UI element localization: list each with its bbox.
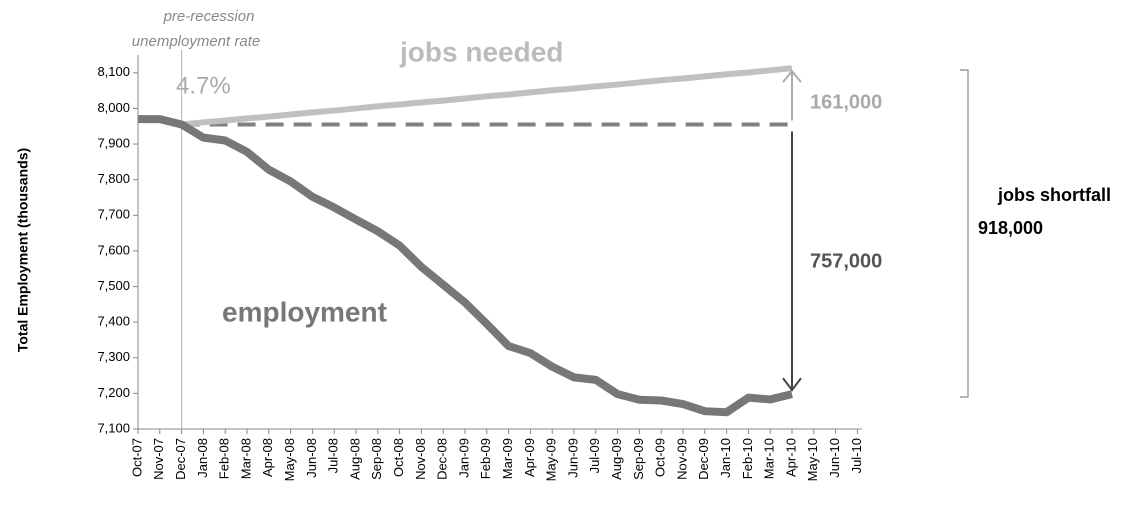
y-tick-label: 7,600 (97, 242, 130, 257)
bracket (960, 69, 969, 398)
x-tick-label: Apr-09 (522, 438, 537, 477)
x-tick-label: Sep-08 (369, 438, 384, 480)
x-tick-label: Mar-09 (500, 438, 515, 479)
x-tick-label: Jun-09 (565, 438, 580, 478)
x-tick-label: Aug-09 (609, 438, 624, 480)
y-tick-label: 7,400 (97, 314, 130, 329)
series-label: jobs needed (399, 36, 563, 67)
x-tick-label: Jul-08 (326, 438, 341, 473)
y-tick-label: 7,200 (97, 385, 130, 400)
x-tick-label: Sep-09 (631, 438, 646, 480)
series-line (181, 65, 793, 128)
arrowhead (782, 69, 802, 83)
y-tick-label: 7,500 (97, 278, 130, 293)
x-tick-label: Feb-08 (217, 438, 232, 479)
y-tick-label: 7,900 (97, 135, 130, 150)
x-tick-label: Jun-08 (304, 438, 319, 478)
annotation: jobs shortfall (997, 185, 1111, 205)
x-tick-label: Mar-10 (762, 438, 777, 479)
x-tick-label: Apr-08 (260, 438, 275, 477)
x-tick-label: Dec-07 (173, 438, 188, 480)
x-tick-label: Dec-09 (696, 438, 711, 480)
y-tick-label: 7,300 (97, 349, 130, 364)
x-tick-label: Oct-07 (129, 438, 144, 477)
x-tick-label: Feb-09 (478, 438, 493, 479)
x-tick-label: Oct-09 (653, 438, 668, 477)
x-tick-label: Dec-08 (435, 438, 450, 480)
y-tick-label: 8,000 (97, 100, 130, 115)
x-tick-label: Jan-09 (456, 438, 471, 478)
x-tick-label: Feb-10 (740, 438, 755, 479)
y-tick-label: 7,800 (97, 171, 130, 186)
y-tick-label: 8,100 (97, 64, 130, 79)
y-axis-label: Total Employment (thousands) (15, 148, 31, 352)
series-label: employment (222, 296, 387, 327)
x-tick-label: Jan-10 (718, 438, 733, 478)
x-tick-label: Jul-09 (587, 438, 602, 473)
annotation: unemployment rate (132, 33, 260, 50)
x-tick-label: May-09 (544, 438, 559, 481)
x-tick-label: May-08 (282, 438, 297, 481)
x-tick-label: Nov-07 (151, 438, 166, 480)
x-tick-label: Oct-08 (391, 438, 406, 477)
x-tick-label: Jun-10 (827, 438, 842, 478)
x-tick-label: May-10 (805, 438, 820, 481)
x-tick-label: Aug-08 (347, 438, 362, 480)
y-tick-label: 7,100 (97, 420, 130, 435)
x-tick-label: Nov-08 (413, 438, 428, 480)
y-tick-label: 7,700 (97, 207, 130, 222)
x-tick-label: Apr-10 (783, 438, 798, 477)
annotation: 757,000 (810, 250, 882, 272)
annotation: 918,000 (978, 218, 1043, 238)
x-tick-label: Jul-10 (849, 438, 864, 473)
series-line (138, 115, 793, 417)
x-tick-label: Nov-09 (674, 438, 689, 480)
arrowhead (782, 377, 802, 392)
annotation: pre-recession (163, 8, 255, 25)
annotation: 161,000 (810, 91, 882, 113)
x-tick-label: Jan-08 (195, 438, 210, 478)
x-tick-label: Mar-08 (238, 438, 253, 479)
annotation: 4.7% (176, 72, 231, 99)
